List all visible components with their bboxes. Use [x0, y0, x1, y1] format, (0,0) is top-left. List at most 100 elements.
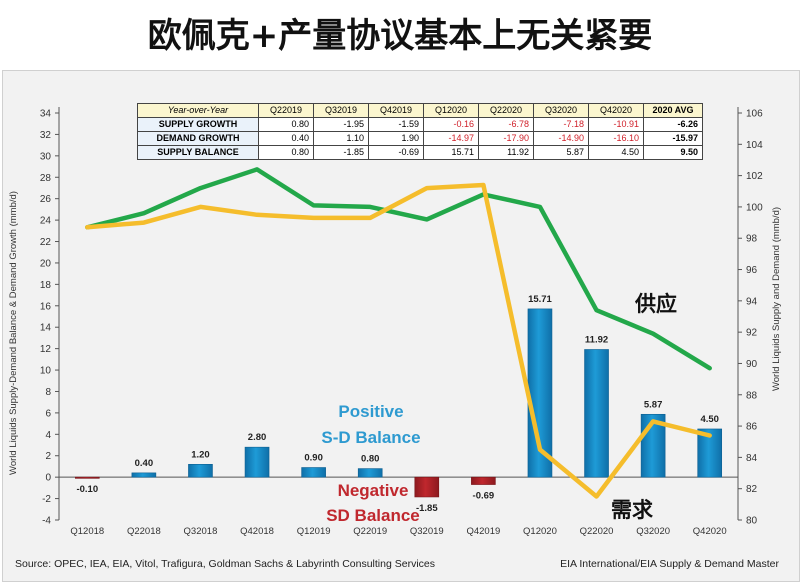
table-cell: -6.26	[643, 117, 703, 132]
y2-tick-label: 80	[746, 516, 758, 527]
x-tick-label: Q12019	[297, 526, 331, 537]
bar-data-label: 0.90	[304, 453, 323, 464]
yoy-table: Year-over-Year Q22019 Q32019 Q42019 Q120…	[137, 103, 703, 160]
table-cell: 0.80	[258, 145, 314, 160]
lines-layer	[85, 167, 712, 499]
table-cell: -0.16	[423, 117, 479, 132]
bar-data-label: 1.20	[191, 449, 210, 460]
bar	[584, 349, 609, 478]
source-note: Source: OPEC, IEA, EIA, Vitol, Trafigura…	[15, 558, 435, 570]
table-row: SUPPLY BALANCE 0.80 -1.85 -0.69 15.71 11…	[137, 145, 703, 160]
chart-svg: -4-2024681012141618202224262830323480828…	[8, 107, 782, 570]
table-cell: -1.59	[368, 117, 424, 132]
y2-tick-label: 102	[746, 171, 763, 182]
yoy-table-col-header: Q42019	[368, 103, 424, 118]
bar	[131, 472, 157, 478]
y-tick-label: 18	[40, 280, 52, 291]
y2-tick-label: 88	[746, 390, 758, 401]
bar-data-label: -1.85	[416, 503, 438, 514]
row-label: SUPPLY GROWTH	[137, 117, 259, 132]
bar	[188, 464, 213, 478]
bar-data-label: 0.40	[135, 458, 154, 469]
table-cell: 5.87	[533, 145, 589, 160]
x-tick-label: Q32019	[410, 526, 444, 537]
y-tick-label: -4	[42, 516, 51, 527]
y-tick-label: 32	[40, 130, 52, 141]
row-label: DEMAND GROWTH	[137, 131, 259, 146]
table-cell: 0.40	[258, 131, 314, 146]
axes-layer: -4-2024681012141618202224262830323480828…	[40, 107, 763, 537]
bar	[414, 476, 440, 498]
bar	[301, 467, 326, 478]
table-row: DEMAND GROWTH 0.40 1.10 1.90 -14.97 -17.…	[137, 131, 703, 146]
y2-tick-label: 98	[746, 234, 758, 245]
negative-balance-label-line1: Negative	[338, 481, 409, 500]
yoy-table-col-header: 2020 AVG	[643, 103, 703, 118]
x-tick-label: Q22019	[353, 526, 387, 537]
yoy-table-col-header: Q22020	[478, 103, 534, 118]
y-tick-label: 0	[45, 473, 51, 484]
table-cell: -7.18	[533, 117, 589, 132]
yoy-table-col-header: Q22019	[258, 103, 314, 118]
table-cell: -10.91	[588, 117, 644, 132]
table-cell: -6.78	[478, 117, 534, 132]
bars-layer: -0.10 0.40 1.20 2.80 0.90 0.80 -1.85 -0.69 15.71…	[74, 294, 723, 514]
table-cell: 1.10	[313, 131, 369, 146]
table-cell: -17.90	[478, 131, 534, 146]
table-cell: 0.80	[258, 117, 314, 132]
table-cell: -1.85	[313, 145, 369, 160]
y2-tick-label: 100	[746, 202, 763, 213]
supply-series-label: 供应	[634, 292, 677, 316]
x-tick-label: Q22018	[127, 526, 161, 537]
bar	[357, 468, 383, 478]
bar-data-label: 15.71	[528, 294, 552, 305]
demand-series-label: 需求	[611, 498, 653, 522]
y-tick-label: 20	[40, 258, 52, 269]
yoy-table-corner: Year-over-Year	[137, 103, 259, 118]
y2-tick-label: 84	[746, 453, 758, 464]
yoy-table-col-header: Q42020	[588, 103, 644, 118]
y2-tick-label: 82	[746, 484, 758, 495]
y-axis-title: World Liquids Supply-Demand Balance & De…	[8, 191, 19, 475]
negative-balance-label-line2: SD Balance	[326, 506, 420, 525]
y-tick-label: 28	[40, 173, 52, 184]
table-cell: -15.97	[643, 131, 703, 146]
y-tick-label: 4	[45, 430, 51, 441]
y2-tick-label: 86	[746, 422, 758, 433]
y-tick-label: 8	[45, 387, 51, 398]
headline: 欧佩克+产量协议基本上无关紧要	[147, 16, 653, 56]
y2-tick-label: 94	[746, 296, 758, 307]
x-tick-label: Q12018	[70, 526, 104, 537]
y-tick-label: 12	[40, 344, 52, 355]
row-label: SUPPLY BALANCE	[137, 145, 259, 160]
y-tick-label: -2	[42, 494, 51, 505]
table-cell: -0.69	[368, 145, 424, 160]
table-cell: 1.90	[368, 131, 424, 146]
y2-tick-label: 92	[746, 328, 758, 339]
table-cell: 4.50	[588, 145, 644, 160]
positive-balance-label-line2: S-D Balance	[321, 428, 420, 447]
y2-tick-label: 90	[746, 359, 758, 370]
table-row: SUPPLY GROWTH 0.80 -1.95 -1.59 -0.16 -6.…	[137, 117, 703, 132]
bar	[244, 446, 270, 478]
bar	[471, 476, 496, 485]
x-tick-label: Q22020	[580, 526, 614, 537]
x-tick-label: Q32018	[184, 526, 218, 537]
y-tick-label: 22	[40, 237, 52, 248]
bar-data-label: 5.87	[644, 399, 663, 410]
bar	[74, 476, 100, 479]
bar-data-label: -0.69	[473, 491, 495, 502]
bar-data-label: 4.50	[700, 414, 719, 425]
credit-note: EIA International/EIA Supply & Demand Ma…	[560, 558, 779, 570]
x-tick-label: Q12020	[523, 526, 557, 537]
y-tick-label: 34	[40, 109, 52, 120]
yoy-table-col-header: Q12020	[423, 103, 479, 118]
bar-data-label: 2.80	[248, 432, 267, 443]
demand-line	[85, 182, 712, 499]
y-tick-label: 10	[40, 366, 52, 377]
yoy-table-col-header: Q32019	[313, 103, 369, 118]
y2-tick-label: 104	[746, 140, 763, 151]
bar-data-label: -0.10	[76, 484, 98, 495]
yoy-table-col-header: Q32020	[533, 103, 589, 118]
x-tick-label: Q42020	[693, 526, 727, 537]
